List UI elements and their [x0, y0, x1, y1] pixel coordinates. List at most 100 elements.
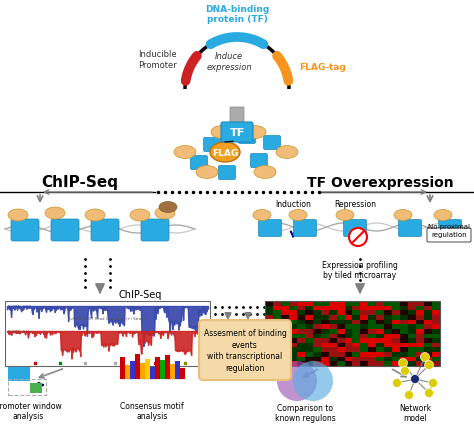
Bar	[265, 329, 273, 334]
Bar	[376, 301, 384, 306]
Bar	[265, 320, 273, 325]
Bar	[424, 306, 432, 311]
Bar	[337, 361, 345, 366]
Bar	[175, 361, 180, 379]
Bar	[416, 361, 424, 366]
Bar	[289, 348, 297, 352]
Bar	[408, 315, 416, 320]
Bar	[353, 320, 360, 325]
Bar	[297, 320, 305, 325]
Bar	[345, 325, 353, 329]
Bar	[328, 348, 337, 352]
FancyBboxPatch shape	[258, 220, 282, 237]
Bar	[345, 352, 353, 357]
Bar	[368, 334, 376, 339]
Bar	[305, 315, 313, 320]
Bar	[432, 357, 440, 361]
Bar	[384, 329, 392, 334]
Bar	[328, 311, 337, 315]
Bar	[392, 311, 400, 315]
Bar	[125, 365, 130, 379]
Bar	[313, 315, 321, 320]
Bar	[265, 348, 273, 352]
Bar	[400, 311, 408, 315]
Bar	[321, 306, 328, 311]
Bar	[384, 301, 392, 306]
Ellipse shape	[155, 208, 175, 219]
Bar	[400, 361, 408, 366]
Bar	[424, 329, 432, 334]
Bar	[289, 343, 297, 348]
Bar	[392, 357, 400, 361]
Bar	[328, 329, 337, 334]
Bar	[384, 361, 392, 366]
Bar	[297, 311, 305, 315]
Bar	[353, 343, 360, 348]
Bar	[408, 306, 416, 311]
Bar	[384, 311, 392, 315]
Bar	[416, 311, 424, 315]
Bar	[368, 315, 376, 320]
Bar	[313, 352, 321, 357]
Bar	[392, 334, 400, 339]
Bar	[265, 301, 273, 306]
Bar	[376, 329, 384, 334]
Bar	[408, 301, 416, 306]
Bar	[321, 348, 328, 352]
Bar	[281, 306, 289, 311]
Bar	[408, 320, 416, 325]
Bar	[392, 361, 400, 366]
Bar	[328, 343, 337, 348]
Text: FLAG-tag: FLAG-tag	[299, 64, 346, 72]
Bar	[400, 320, 408, 325]
Bar	[424, 320, 432, 325]
Bar	[392, 352, 400, 357]
Bar	[360, 343, 368, 348]
FancyBboxPatch shape	[203, 138, 220, 152]
Bar	[432, 315, 440, 320]
Bar	[368, 361, 376, 366]
Bar	[305, 334, 313, 339]
Bar	[424, 315, 432, 320]
Circle shape	[349, 229, 367, 247]
Bar	[265, 306, 273, 311]
Bar	[360, 315, 368, 320]
Bar	[432, 320, 440, 325]
Bar	[432, 352, 440, 357]
Text: RvMML-5bb: RvMML-5bb	[8, 329, 32, 333]
Bar	[273, 348, 281, 352]
Bar	[392, 325, 400, 329]
Bar	[321, 352, 328, 357]
FancyBboxPatch shape	[438, 220, 462, 237]
FancyBboxPatch shape	[91, 219, 119, 241]
Bar	[400, 334, 408, 339]
Bar	[408, 339, 416, 343]
Bar	[432, 329, 440, 334]
Bar	[265, 311, 273, 315]
Bar	[321, 334, 328, 339]
FancyBboxPatch shape	[250, 154, 267, 168]
Bar	[273, 301, 281, 306]
Bar	[313, 361, 321, 366]
Bar	[337, 311, 345, 315]
Bar	[305, 343, 313, 348]
Text: Inducible
Promoter: Inducible Promoter	[138, 50, 177, 70]
FancyBboxPatch shape	[399, 220, 421, 237]
Bar	[416, 343, 424, 348]
Bar	[345, 339, 353, 343]
FancyBboxPatch shape	[264, 136, 281, 150]
Bar	[432, 343, 440, 348]
Bar	[273, 311, 281, 315]
Bar	[281, 315, 289, 320]
FancyBboxPatch shape	[221, 123, 253, 143]
Bar	[353, 306, 360, 311]
Bar	[400, 352, 408, 357]
Bar	[313, 311, 321, 315]
Bar	[337, 357, 345, 361]
Bar	[376, 343, 384, 348]
Bar	[392, 329, 400, 334]
Bar	[289, 334, 297, 339]
Bar	[305, 301, 313, 306]
Bar	[424, 352, 432, 357]
Bar	[297, 315, 305, 320]
